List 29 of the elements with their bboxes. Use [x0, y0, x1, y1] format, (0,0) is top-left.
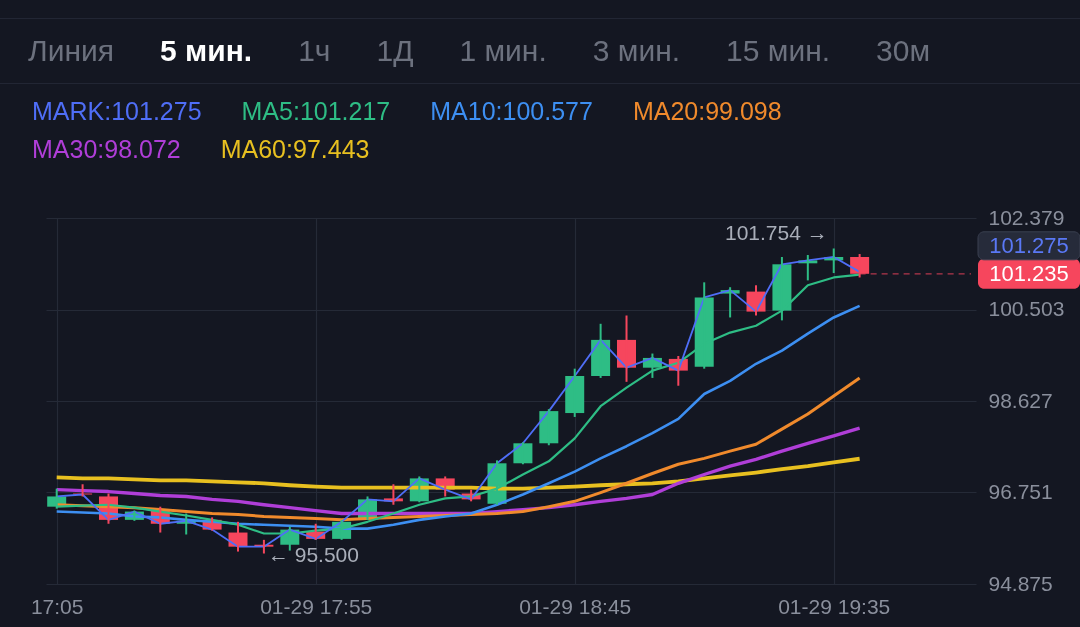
- text: 3 мин.: [592, 34, 681, 68]
- text: MA10:100.577: [430, 96, 593, 126]
- y-tick-label: 100.503: [988, 297, 1065, 320]
- x-tick-label: 01-29 17:55: [260, 594, 373, 618]
- text: 30м: [876, 34, 931, 68]
- text: MA60:97.443: [220, 134, 370, 164]
- text: MA20:99.098: [632, 96, 782, 126]
- x-tick-label: 01-29 19:35: [778, 594, 891, 618]
- text: 1Д: [376, 34, 414, 68]
- text: Линия: [28, 34, 115, 68]
- ref-line-label: 101.235: [989, 260, 1069, 286]
- text: 15 мин.: [726, 34, 831, 68]
- x-tick-label: 17:05: [30, 594, 84, 618]
- y-tick-label: 96.751: [988, 480, 1053, 503]
- text: 1ч: [298, 34, 331, 68]
- y-tick-label: 102.379: [988, 205, 1065, 229]
- y-tick-label: 94.875: [988, 571, 1053, 595]
- line-series: [55, 426, 862, 516]
- text: 5 мин.: [160, 34, 253, 68]
- annotation: 101.754 →: [724, 221, 828, 245]
- text: MA30:98.072: [32, 134, 181, 164]
- text: 1 мин.: [459, 34, 547, 68]
- y-tick-label: 98.627: [988, 388, 1053, 412]
- text: MARK:101.275: [32, 96, 202, 126]
- x-tick-label: 01-29 18:45: [519, 594, 632, 618]
- text: 101.275: [989, 232, 1069, 258]
- line-series: [54, 456, 862, 491]
- annotation: ← 95.500: [267, 542, 359, 566]
- text: MA5:101.217: [241, 96, 391, 126]
